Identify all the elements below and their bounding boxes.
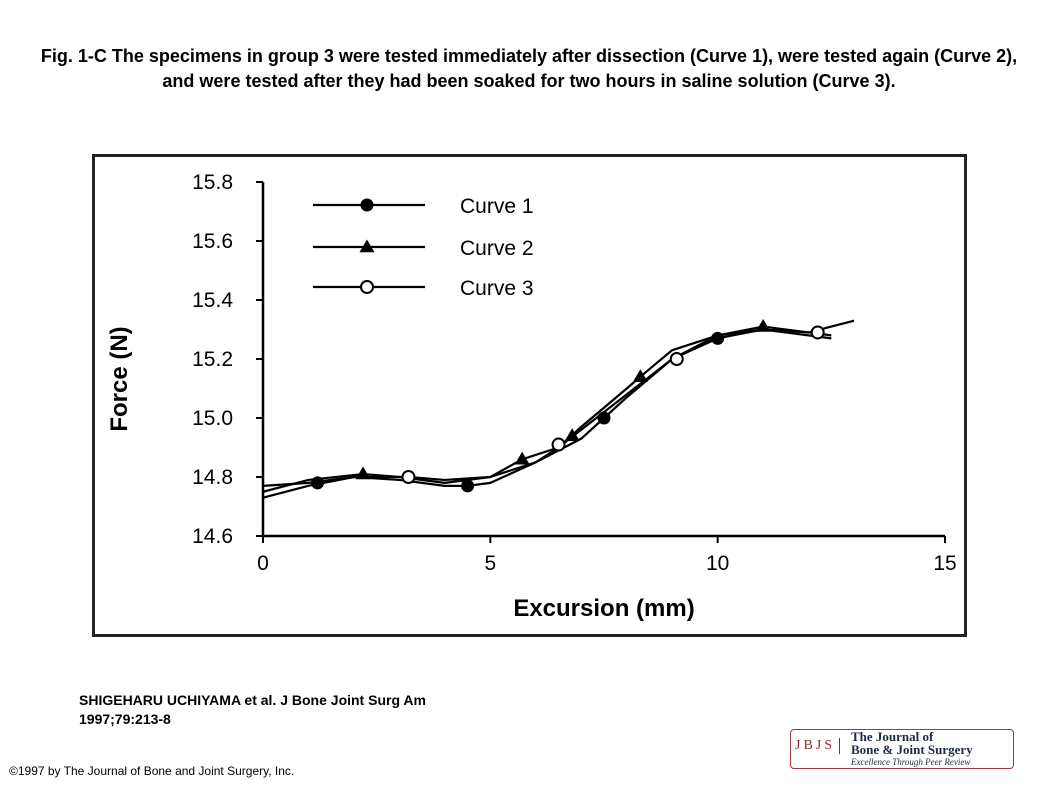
series-3-point-1	[401, 470, 416, 484]
citation: SHIGEHARU UCHIYAMA et al. J Bone Joint S…	[79, 691, 426, 729]
y-tick-label-1: 14.8	[192, 466, 233, 489]
force-excursion-chart: 14.6 14.8 15.0 15.2 15.4 15.6 15.8 0 5 10 15 Excurs…	[106, 171, 957, 622]
legend-marker-3	[360, 280, 374, 294]
y-tick-label-3: 15.2	[192, 348, 233, 371]
y-tick-label-5: 15.6	[192, 230, 233, 253]
logo-line-1: The Journal of	[851, 729, 934, 744]
logo-tagline: Excellence Through Peer Review	[851, 757, 971, 767]
series-line-3	[262, 319, 855, 499]
chart-frame: 14.6 14.8 15.0 15.2 15.4 15.6 15.8 0 5 10 15 Excurs…	[92, 154, 967, 637]
y-tick-label-0: 14.6	[192, 525, 233, 548]
legend-label-3: Curve 3	[460, 277, 534, 300]
series-2-point-4	[632, 369, 648, 382]
legend-label-1: Curve 1	[460, 195, 534, 218]
y-axis-title: Force (N)	[106, 326, 133, 431]
logo-wordmark: The Journal of Bone & Joint Surgery Exce…	[851, 730, 973, 769]
logo-line-2: Bone & Joint Surgery	[851, 742, 973, 757]
x-tick-label-0: 0	[257, 552, 269, 575]
citation-line-1: SHIGEHARU UCHIYAMA et al. J Bone Joint S…	[79, 692, 426, 708]
series-1-point-2	[461, 479, 475, 493]
series-3-point-4	[810, 325, 825, 340]
logo-border	[790, 729, 1014, 769]
y-tick-label-4: 15.4	[192, 289, 233, 312]
series-line-2	[262, 325, 832, 493]
x-tick-label-2: 10	[706, 552, 729, 575]
legend-marker-2	[359, 239, 375, 253]
jbjs-logo: JBJS The Journal of Bone & Joint Surgery…	[785, 726, 1017, 770]
y-tick-label-2: 15.0	[192, 407, 233, 430]
x-axis-title: Excursion (mm)	[513, 595, 694, 622]
legend-marker-1	[360, 198, 374, 212]
series-line-1	[262, 328, 832, 487]
citation-line-2: 1997;79:213-8	[79, 711, 171, 727]
logo-abbreviation: JBJS	[795, 738, 841, 754]
y-tick-label-6: 15.8	[192, 171, 233, 194]
x-tick-label-3: 15	[933, 552, 956, 575]
series-3-point-2	[551, 437, 566, 452]
series-2-point-5	[755, 319, 771, 332]
series-2-point-2	[514, 451, 530, 465]
series-2-point-3	[564, 428, 580, 441]
legend-label-2: Curve 2	[460, 237, 534, 260]
figure-caption: Fig. 1-C The specimens in group 3 were t…	[40, 46, 1018, 91]
series-3-point-3	[669, 352, 684, 366]
x-tick-label-1: 5	[484, 552, 496, 575]
copyright-notice: ©1997 by The Journal of Bone and Joint S…	[9, 764, 295, 778]
